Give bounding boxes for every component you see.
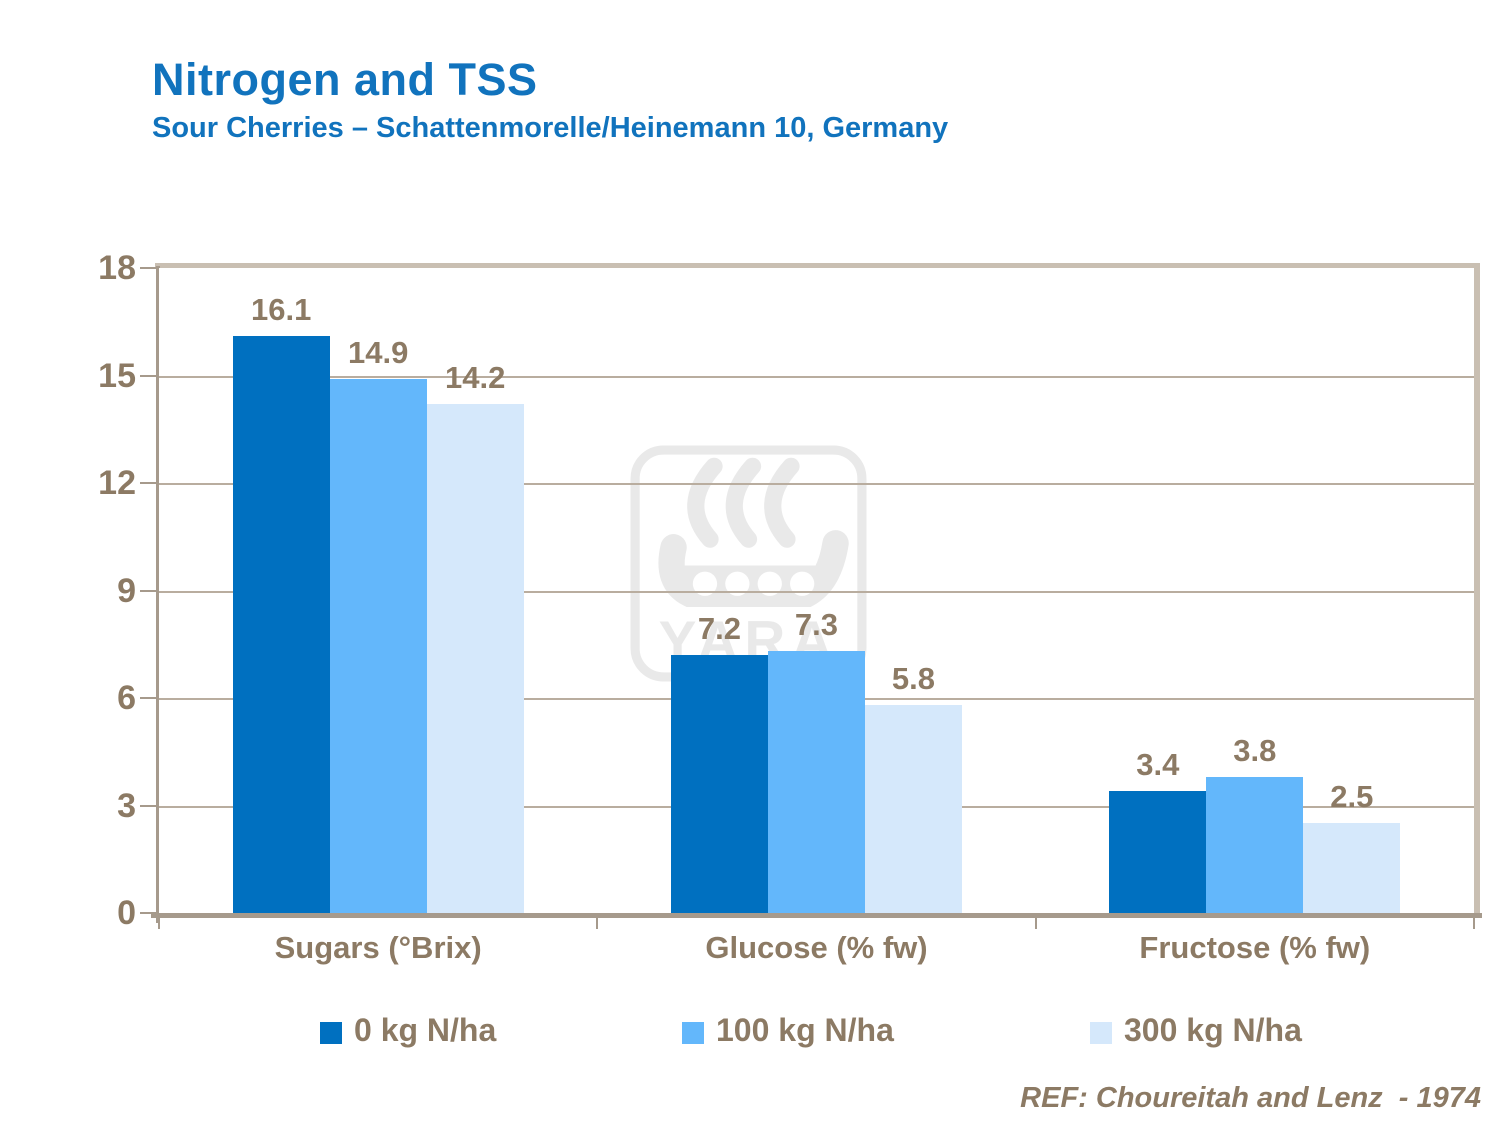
category-labels: Sugars (°Brix) Glucose (% fw) Fructose (% …: [159, 930, 1474, 966]
bar-value-label: 2.5: [1330, 779, 1374, 815]
gridline: [159, 590, 1474, 593]
bar-wrap: 14.9: [329, 268, 427, 913]
bar: [1206, 776, 1304, 913]
legend-swatch: [1090, 1021, 1112, 1044]
category-label: Sugars (°Brix): [274, 930, 482, 965]
bar-groups: 16.1 14.9 14.2 7.2 7.3 5.8 3.4 3.8 2.5: [159, 268, 1474, 913]
bar-wrap: 16.1: [232, 268, 330, 913]
bar: [1109, 791, 1207, 913]
y-axis-tick: [140, 267, 156, 269]
bar: [329, 379, 427, 913]
x-axis-tick: [1034, 916, 1037, 929]
y-axis-tick: [140, 374, 156, 377]
bar: [864, 705, 962, 913]
reference-note: REF: Choureitah and Lenz - 1974: [1020, 1082, 1481, 1114]
plot-area: YARA 16.1 14.9 14.2 7.2 7.3 5.8 3.4 3.8 2.5: [159, 268, 1474, 913]
chart-title: Nitrogen and TSS: [152, 54, 538, 105]
bar-value-label: 7.2: [697, 611, 742, 646]
x-axis-tick: [158, 916, 160, 929]
bar: [426, 404, 524, 913]
y-axis-line: [156, 266, 160, 923]
bar-group: 16.1 14.9 14.2: [159, 268, 597, 913]
bar-value-label: 3.4: [1136, 747, 1180, 783]
y-axis-label: 9: [117, 571, 136, 610]
y-axis-tick: [140, 804, 156, 807]
legend-swatch: [320, 1021, 342, 1044]
y-axis-label: 15: [98, 356, 136, 395]
bar: [232, 336, 330, 913]
category-label: Fructose (% fw): [1139, 930, 1371, 965]
bar-value-label: 14.2: [444, 360, 506, 396]
y-axis-label: 3: [117, 786, 136, 825]
y-axis-tick: [140, 697, 156, 699]
bar-wrap: 3.4: [1109, 268, 1207, 913]
bar-wrap: 5.8: [864, 268, 962, 913]
bar-value-label: 5.8: [891, 661, 936, 697]
x-axis-line: [151, 913, 1482, 918]
x-axis-tick: [596, 916, 599, 929]
category-label: Glucose (% fw): [705, 930, 928, 965]
y-axis-label: 12: [98, 464, 136, 502]
bar: [1303, 823, 1401, 913]
bar-wrap: 7.2: [670, 268, 768, 913]
legend-label: 0 kg N/ha: [354, 1012, 497, 1048]
legend-swatch: [682, 1021, 704, 1044]
y-axis-label: 18: [98, 249, 136, 287]
y-axis-tick: [140, 912, 156, 914]
y-axis-label: 6: [117, 679, 136, 717]
bar: [767, 651, 865, 913]
plot-wall-right: [1474, 263, 1480, 917]
chart-subtitle: Sour Cherries – Schattenmorelle/Heineman…: [152, 112, 949, 144]
legend-item: 100 kg N/ha: [682, 1012, 894, 1049]
bar-value-label: 3.8: [1233, 732, 1277, 768]
bar-wrap: 3.8: [1206, 268, 1304, 913]
legend: 0 kg N/ha 100 kg N/ha 300 kg N/ha: [0, 1012, 1501, 1056]
bar-wrap: 7.3: [767, 268, 865, 913]
bar-wrap: 2.5: [1303, 268, 1401, 913]
y-axis-label: 0: [117, 894, 136, 932]
gridline: [159, 483, 1474, 485]
x-axis-tick: [1473, 916, 1475, 929]
y-axis-tick: [140, 589, 156, 592]
plot-wall-top: [155, 263, 1480, 268]
y-axis-tick: [140, 482, 156, 484]
bar: [670, 655, 768, 913]
legend-item: 300 kg N/ha: [1090, 1012, 1302, 1049]
bar-group: 3.4 3.8 2.5: [1036, 268, 1474, 913]
bar-value-label: 7.3: [794, 607, 839, 643]
gridline: [159, 375, 1474, 378]
bar-group: 7.2 7.3 5.8: [597, 268, 1035, 913]
legend-label: 300 kg N/ha: [1124, 1012, 1302, 1048]
bar-value-label: 14.9: [347, 335, 409, 371]
bar-value-label: 16.1: [250, 292, 312, 328]
bar-wrap: 14.2: [426, 268, 524, 913]
legend-item: 0 kg N/ha: [320, 1012, 496, 1049]
legend-label: 100 kg N/ha: [716, 1012, 894, 1048]
